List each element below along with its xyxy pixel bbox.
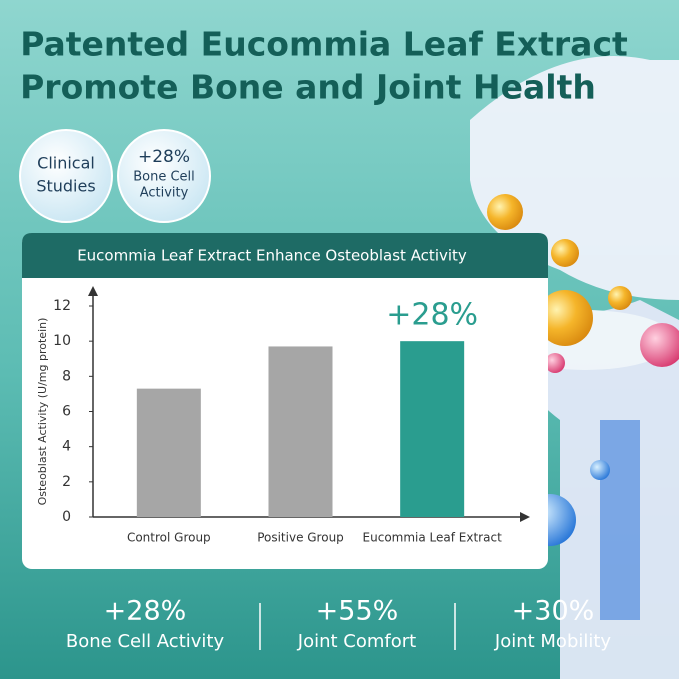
x-tick-label: Control Group xyxy=(127,531,211,545)
badge-text: Studies xyxy=(36,177,95,196)
bar xyxy=(136,388,201,517)
title: Promote Bone and Joint Health xyxy=(20,68,596,107)
stat-label: Joint Comfort xyxy=(297,631,416,652)
badge-text: Bone Cell xyxy=(133,170,195,185)
stat-value: +30% xyxy=(512,596,595,627)
stat-label: Joint Mobility xyxy=(494,631,612,652)
decor-orb xyxy=(545,353,565,373)
decor-orb xyxy=(640,323,679,367)
badge-text: Clinical xyxy=(37,154,95,173)
annotation: +28% xyxy=(386,298,478,333)
decor-orb xyxy=(487,194,523,230)
decor-orb xyxy=(608,286,632,310)
stat-value: +28% xyxy=(104,596,187,627)
badge xyxy=(19,129,113,223)
y-tick-label: 10 xyxy=(53,333,71,349)
y-tick-label: 6 xyxy=(62,404,71,420)
y-tick-label: 12 xyxy=(53,298,71,314)
y-axis-label: Osteoblast Activity (U/mg protein) xyxy=(36,318,49,506)
chart-header xyxy=(22,233,548,278)
chart: Osteoblast Activity (U/mg protein) 0 2 4 6 8 1… xyxy=(36,286,530,545)
decor-orb xyxy=(551,239,579,267)
y-tick-label: 8 xyxy=(62,368,71,384)
bar xyxy=(268,346,333,517)
decor-orb xyxy=(537,290,593,346)
x-tick-label: Eucommia Leaf Extract xyxy=(363,531,503,545)
chart-title: Eucommia Leaf Extract Enhance Osteoblast… xyxy=(77,247,467,265)
y-tick-label: 2 xyxy=(62,474,71,490)
decor-orb xyxy=(590,460,610,480)
badge-text: +28% xyxy=(138,147,190,167)
bar xyxy=(400,341,465,517)
x-tick-label: Positive Group xyxy=(257,531,344,545)
y-tick-label: 4 xyxy=(62,439,71,455)
y-tick-label: 0 xyxy=(62,509,71,525)
stats: +28% Bone Cell Activity +55% Joint Comfort +… xyxy=(66,596,612,653)
stat-value: +55% xyxy=(316,596,399,627)
title: Patented Eucommia Leaf Extract xyxy=(20,25,628,64)
y-axis-arrow xyxy=(88,286,98,296)
x-axis-arrow xyxy=(520,512,530,522)
stat-label: Bone Cell Activity xyxy=(66,631,225,652)
badge-text: Activity xyxy=(140,186,189,201)
badge xyxy=(117,129,211,223)
